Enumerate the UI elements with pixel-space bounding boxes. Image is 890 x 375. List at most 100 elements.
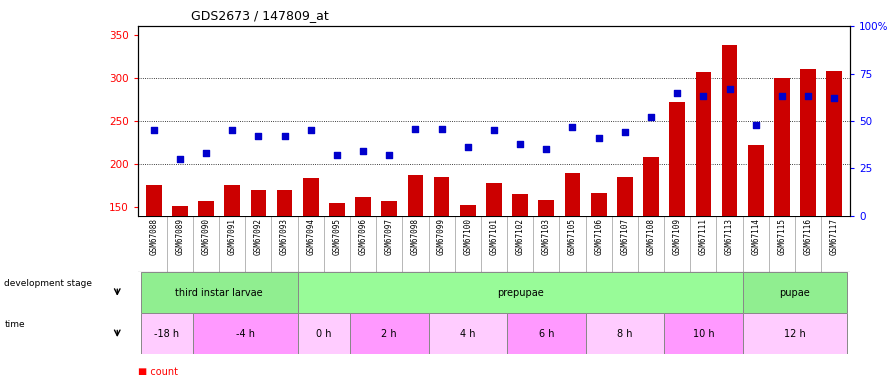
Point [173, 156, 187, 162]
Bar [564, 172, 580, 336]
Point [723, 86, 737, 92]
Text: GSM67089: GSM67089 [175, 218, 184, 255]
Bar [591, 193, 606, 336]
Text: GSM67114: GSM67114 [751, 218, 760, 255]
Text: 12 h: 12 h [784, 329, 805, 339]
Text: time: time [4, 320, 25, 329]
Text: GSM67113: GSM67113 [725, 218, 734, 255]
Bar [224, 186, 240, 336]
Point [382, 152, 396, 158]
Bar [382, 201, 397, 336]
Text: GSM67094: GSM67094 [306, 218, 315, 255]
Text: GSM67115: GSM67115 [777, 218, 787, 255]
Point [409, 126, 423, 132]
Text: GSM67097: GSM67097 [384, 218, 393, 255]
Bar [800, 69, 816, 336]
Point [278, 133, 292, 139]
Text: 8 h: 8 h [617, 329, 633, 339]
Text: 10 h: 10 h [692, 329, 714, 339]
Text: GSM67099: GSM67099 [437, 218, 446, 255]
Text: GSM67106: GSM67106 [595, 218, 603, 255]
Bar [643, 157, 659, 336]
Text: GSM67103: GSM67103 [542, 218, 551, 255]
Bar [350, 313, 428, 354]
Point [330, 152, 344, 158]
Bar [748, 145, 764, 336]
Text: GSM67111: GSM67111 [699, 218, 708, 255]
Text: GSM67100: GSM67100 [464, 218, 473, 255]
Bar [277, 190, 293, 336]
Point [461, 144, 475, 150]
Point [618, 129, 632, 135]
Bar [303, 178, 319, 336]
Bar [355, 196, 371, 336]
Bar [827, 71, 842, 336]
Point [147, 128, 161, 134]
Bar [141, 313, 193, 354]
Point [592, 135, 606, 141]
Text: GSM67108: GSM67108 [646, 218, 656, 255]
Text: GSM67093: GSM67093 [280, 218, 289, 255]
Text: prepupae: prepupae [497, 288, 544, 297]
Bar [460, 205, 475, 336]
Text: ■ count: ■ count [138, 368, 178, 375]
Text: GSM67107: GSM67107 [620, 218, 629, 255]
Bar [507, 313, 586, 354]
Bar [669, 102, 685, 336]
Bar [513, 194, 528, 336]
Bar [617, 177, 633, 336]
Bar [742, 313, 847, 354]
Point [801, 93, 815, 99]
Point [696, 93, 710, 99]
Text: GSM67105: GSM67105 [568, 218, 577, 255]
Point [356, 148, 370, 154]
Text: GSM67091: GSM67091 [228, 218, 237, 255]
Text: third instar larvae: third instar larvae [175, 288, 263, 297]
Point [303, 128, 318, 134]
Point [539, 146, 554, 152]
Bar [297, 272, 742, 313]
Bar [538, 200, 554, 336]
Bar [297, 313, 350, 354]
Bar [695, 72, 711, 336]
Text: 2 h: 2 h [382, 329, 397, 339]
Text: GSM67116: GSM67116 [804, 218, 813, 255]
Text: GSM67117: GSM67117 [829, 218, 838, 255]
Bar [198, 201, 214, 336]
Bar [774, 78, 789, 336]
Text: GSM67092: GSM67092 [254, 218, 263, 255]
Bar [146, 186, 161, 336]
Text: GSM67098: GSM67098 [411, 218, 420, 255]
Bar [428, 313, 507, 354]
Bar [664, 313, 742, 354]
Text: GSM67088: GSM67088 [150, 218, 158, 255]
Text: GSM67102: GSM67102 [515, 218, 524, 255]
Point [748, 122, 763, 128]
Point [225, 128, 239, 134]
Bar [742, 272, 847, 313]
Text: GSM67096: GSM67096 [359, 218, 368, 255]
Bar [433, 177, 449, 336]
Point [487, 128, 501, 134]
Bar [172, 206, 188, 336]
Text: pupae: pupae [780, 288, 811, 297]
Text: GSM67090: GSM67090 [201, 218, 211, 255]
Bar [408, 175, 424, 336]
Point [434, 126, 449, 132]
Bar [486, 183, 502, 336]
Text: GSM67101: GSM67101 [490, 218, 498, 255]
Point [251, 133, 265, 139]
Bar [250, 190, 266, 336]
Text: -4 h: -4 h [236, 329, 255, 339]
Text: 0 h: 0 h [316, 329, 332, 339]
Point [827, 95, 841, 101]
Point [565, 124, 579, 130]
Bar [586, 313, 664, 354]
Bar [193, 313, 297, 354]
Text: 6 h: 6 h [538, 329, 554, 339]
Bar [329, 203, 344, 336]
Text: GDS2673 / 147809_at: GDS2673 / 147809_at [191, 9, 329, 22]
Point [643, 114, 658, 120]
Text: development stage: development stage [4, 279, 93, 288]
Point [775, 93, 789, 99]
